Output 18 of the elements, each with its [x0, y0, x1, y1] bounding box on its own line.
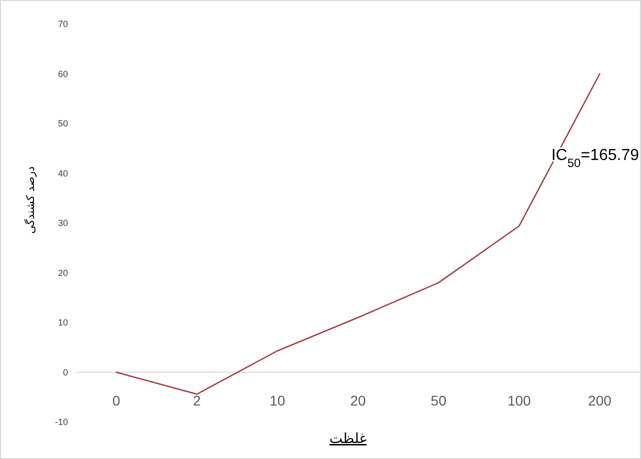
y-tick-label: 10 [58, 318, 68, 328]
x-tick-label: 50 [430, 392, 447, 408]
y-tick-label: 70 [58, 19, 68, 29]
y-tick-label: 50 [58, 118, 68, 128]
y-tick-label: -10 [54, 417, 68, 427]
y-tick-label: 40 [58, 168, 68, 178]
x-tick-label: 20 [350, 392, 366, 408]
y-axis-title: درصد کشندگی [24, 166, 37, 234]
x-tick-label: 0 [112, 392, 120, 408]
x-axis-title: غلظت [329, 431, 367, 447]
x-tick-label: 100 [507, 392, 532, 408]
x-tick-label: 10 [270, 392, 286, 408]
y-tick-label: 0 [62, 367, 68, 378]
y-tick-label: 30 [58, 218, 68, 228]
x-tick-label: 200 [588, 392, 612, 408]
y-tick-label: 20 [58, 268, 68, 278]
y-tick-label: 60 [58, 68, 68, 79]
x-tick-label: 2 [192, 392, 201, 408]
